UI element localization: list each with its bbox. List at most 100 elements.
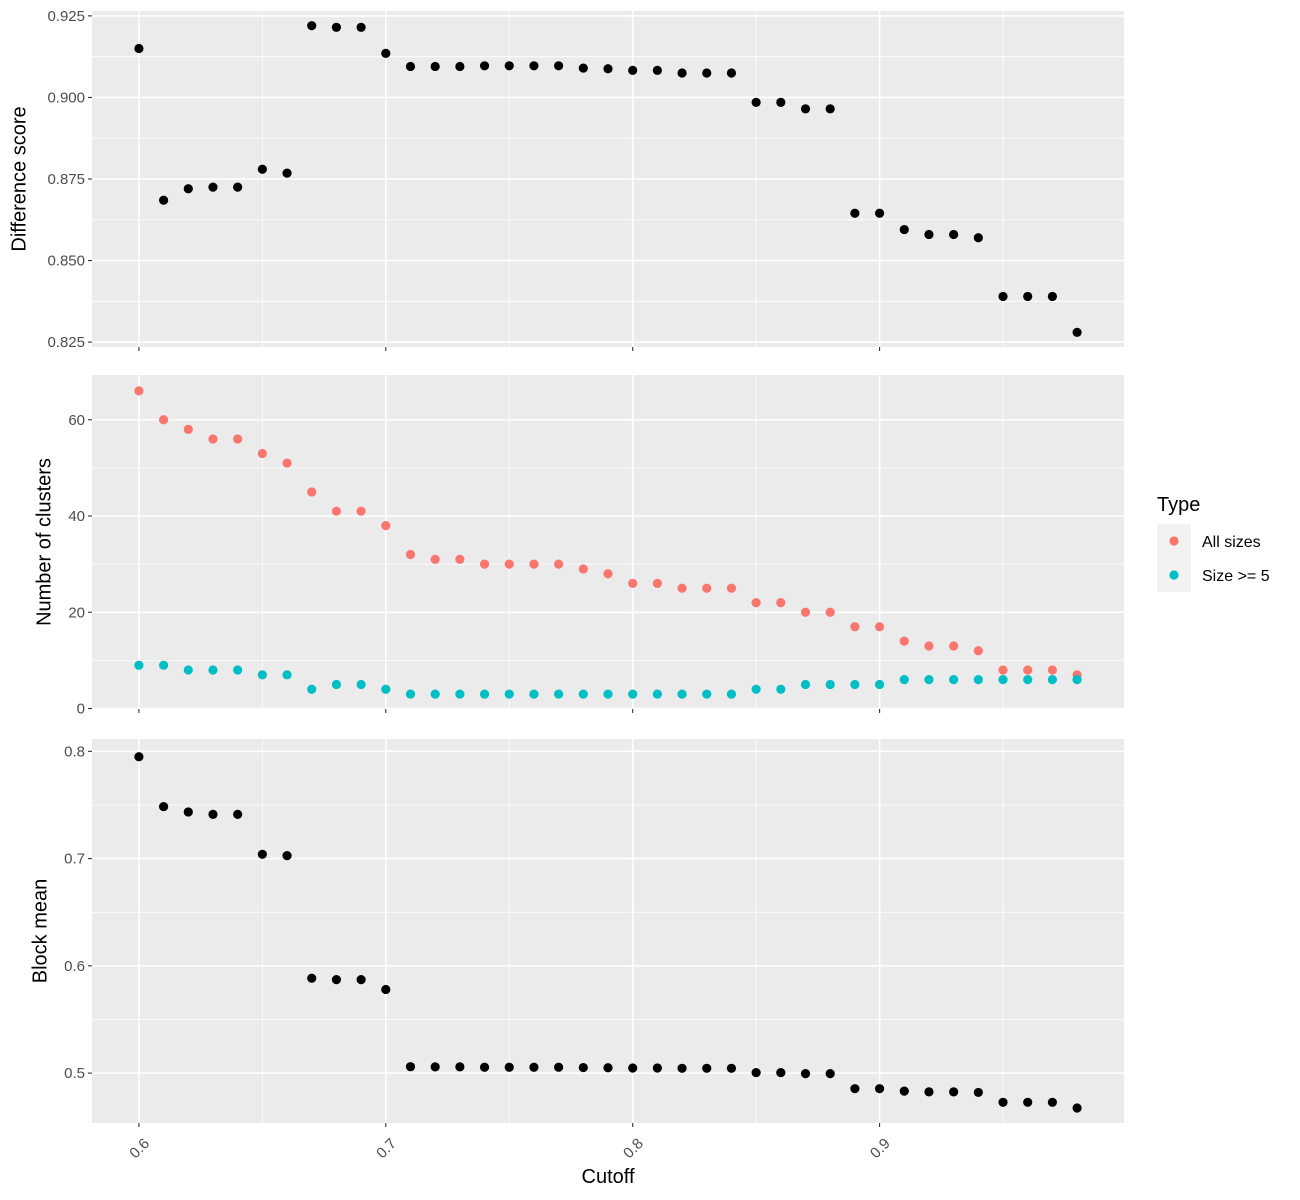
data-point [479,559,490,569]
data-point [554,61,564,71]
data-point [504,1062,514,1072]
data-point [677,1063,687,1073]
y-tick-label: 0.825 [47,334,85,351]
data-point [874,1084,885,1094]
data-point [307,21,317,31]
data-point [504,689,514,699]
data-point [504,61,514,71]
data-point [479,689,490,699]
data-point [1047,675,1058,685]
y-tick-label: 0.875 [47,171,85,188]
data-point [874,679,885,690]
data-point [628,1063,638,1073]
x-tick-label: 0.8 [620,1135,647,1162]
data-point [751,684,761,694]
data-point [479,61,490,71]
data-point [751,1067,761,1078]
data-point [208,182,218,192]
data-point [208,665,218,675]
y-axis-title: Difference score [8,106,30,251]
legend-key-marker [1169,570,1179,580]
data-point [702,689,712,699]
data-point [405,61,416,72]
facet-panel-3: 0.5 0.6 0.7 0.8 Block mean 0.6 0.7 0.8 0.9 Cutoff [29,739,1124,1188]
data-point [776,684,786,694]
data-point [702,68,712,78]
data-point [282,458,292,468]
data-point [899,636,909,646]
data-point [529,61,539,71]
data-point [677,583,687,593]
data-point [529,559,539,569]
data-point [1047,291,1058,302]
data-point [405,1062,416,1072]
y-tick-label: 0.6 [64,958,85,975]
data-point [973,646,983,656]
data-point [233,434,243,444]
data-point [949,675,959,685]
data-point [134,752,144,762]
x-axis-title: Cutoff [582,1166,635,1188]
data-point [529,1062,539,1072]
data-point [949,641,959,651]
y-tick-label: 0 [77,701,85,718]
data-point [1072,327,1082,337]
data-point [158,415,169,425]
data-point [1023,665,1033,675]
data-point [578,689,588,699]
data-point [652,689,662,699]
data-point [850,1084,860,1094]
data-point [282,168,292,178]
data-point [702,1063,712,1073]
data-point [381,521,391,531]
data-point [307,973,317,983]
data-point [183,424,193,434]
data-point [924,229,934,240]
data-point [800,607,811,617]
data-point [430,554,440,564]
data-point [134,43,144,54]
data-point [183,665,193,675]
data-point [257,448,267,459]
data-point [652,1063,662,1073]
data-point [726,1063,737,1073]
data-point [973,1087,983,1098]
data-point [800,104,811,114]
data-point [1023,1097,1033,1107]
legend-key-marker [1169,536,1179,546]
data-point [356,506,366,516]
data-point [628,689,638,699]
data-point [578,1062,588,1073]
data-point [850,679,860,690]
data-point [578,63,588,73]
data-point [726,689,737,699]
legend-label: All sizes [1202,534,1261,551]
data-point [554,559,564,569]
panel-background [92,739,1124,1123]
facet-panel-2: 0 20 40 60 Number of clusters [33,375,1124,718]
data-point [702,583,712,593]
data-point [430,61,440,72]
data-point [208,434,218,444]
data-point [751,97,761,107]
data-point [776,1067,786,1078]
data-point [331,679,342,690]
data-point [652,65,662,75]
data-point [356,679,366,690]
data-point [652,578,662,588]
y-axis-title: Number of clusters [33,458,55,626]
panel-background [92,375,1124,709]
data-point [134,386,144,396]
series-1 [134,752,1082,1113]
data-point [479,1062,490,1072]
data-point [183,184,193,194]
data-point [776,97,786,107]
legend: Type All sizes Size >= 5 [1157,494,1270,592]
series-1 [134,21,1082,337]
data-point [381,684,391,694]
facet-panel-1: 0.825 0.850 0.875 0.900 0.925 Difference scor… [8,8,1124,351]
series-size-5 [134,660,1082,699]
data-point [825,1069,835,1079]
data-point [405,549,416,560]
data-point [158,801,169,812]
